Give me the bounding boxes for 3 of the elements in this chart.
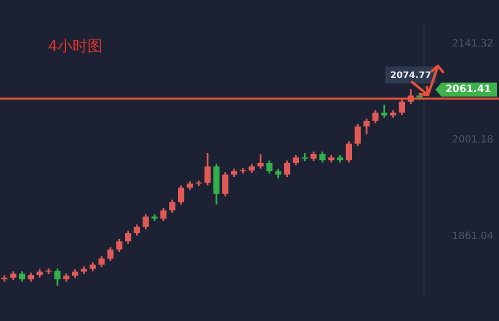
text: 4小时图 [48,36,103,55]
annotation: 2074.77 [390,70,432,81]
ref-line-label: 2061.41 [445,84,492,96]
